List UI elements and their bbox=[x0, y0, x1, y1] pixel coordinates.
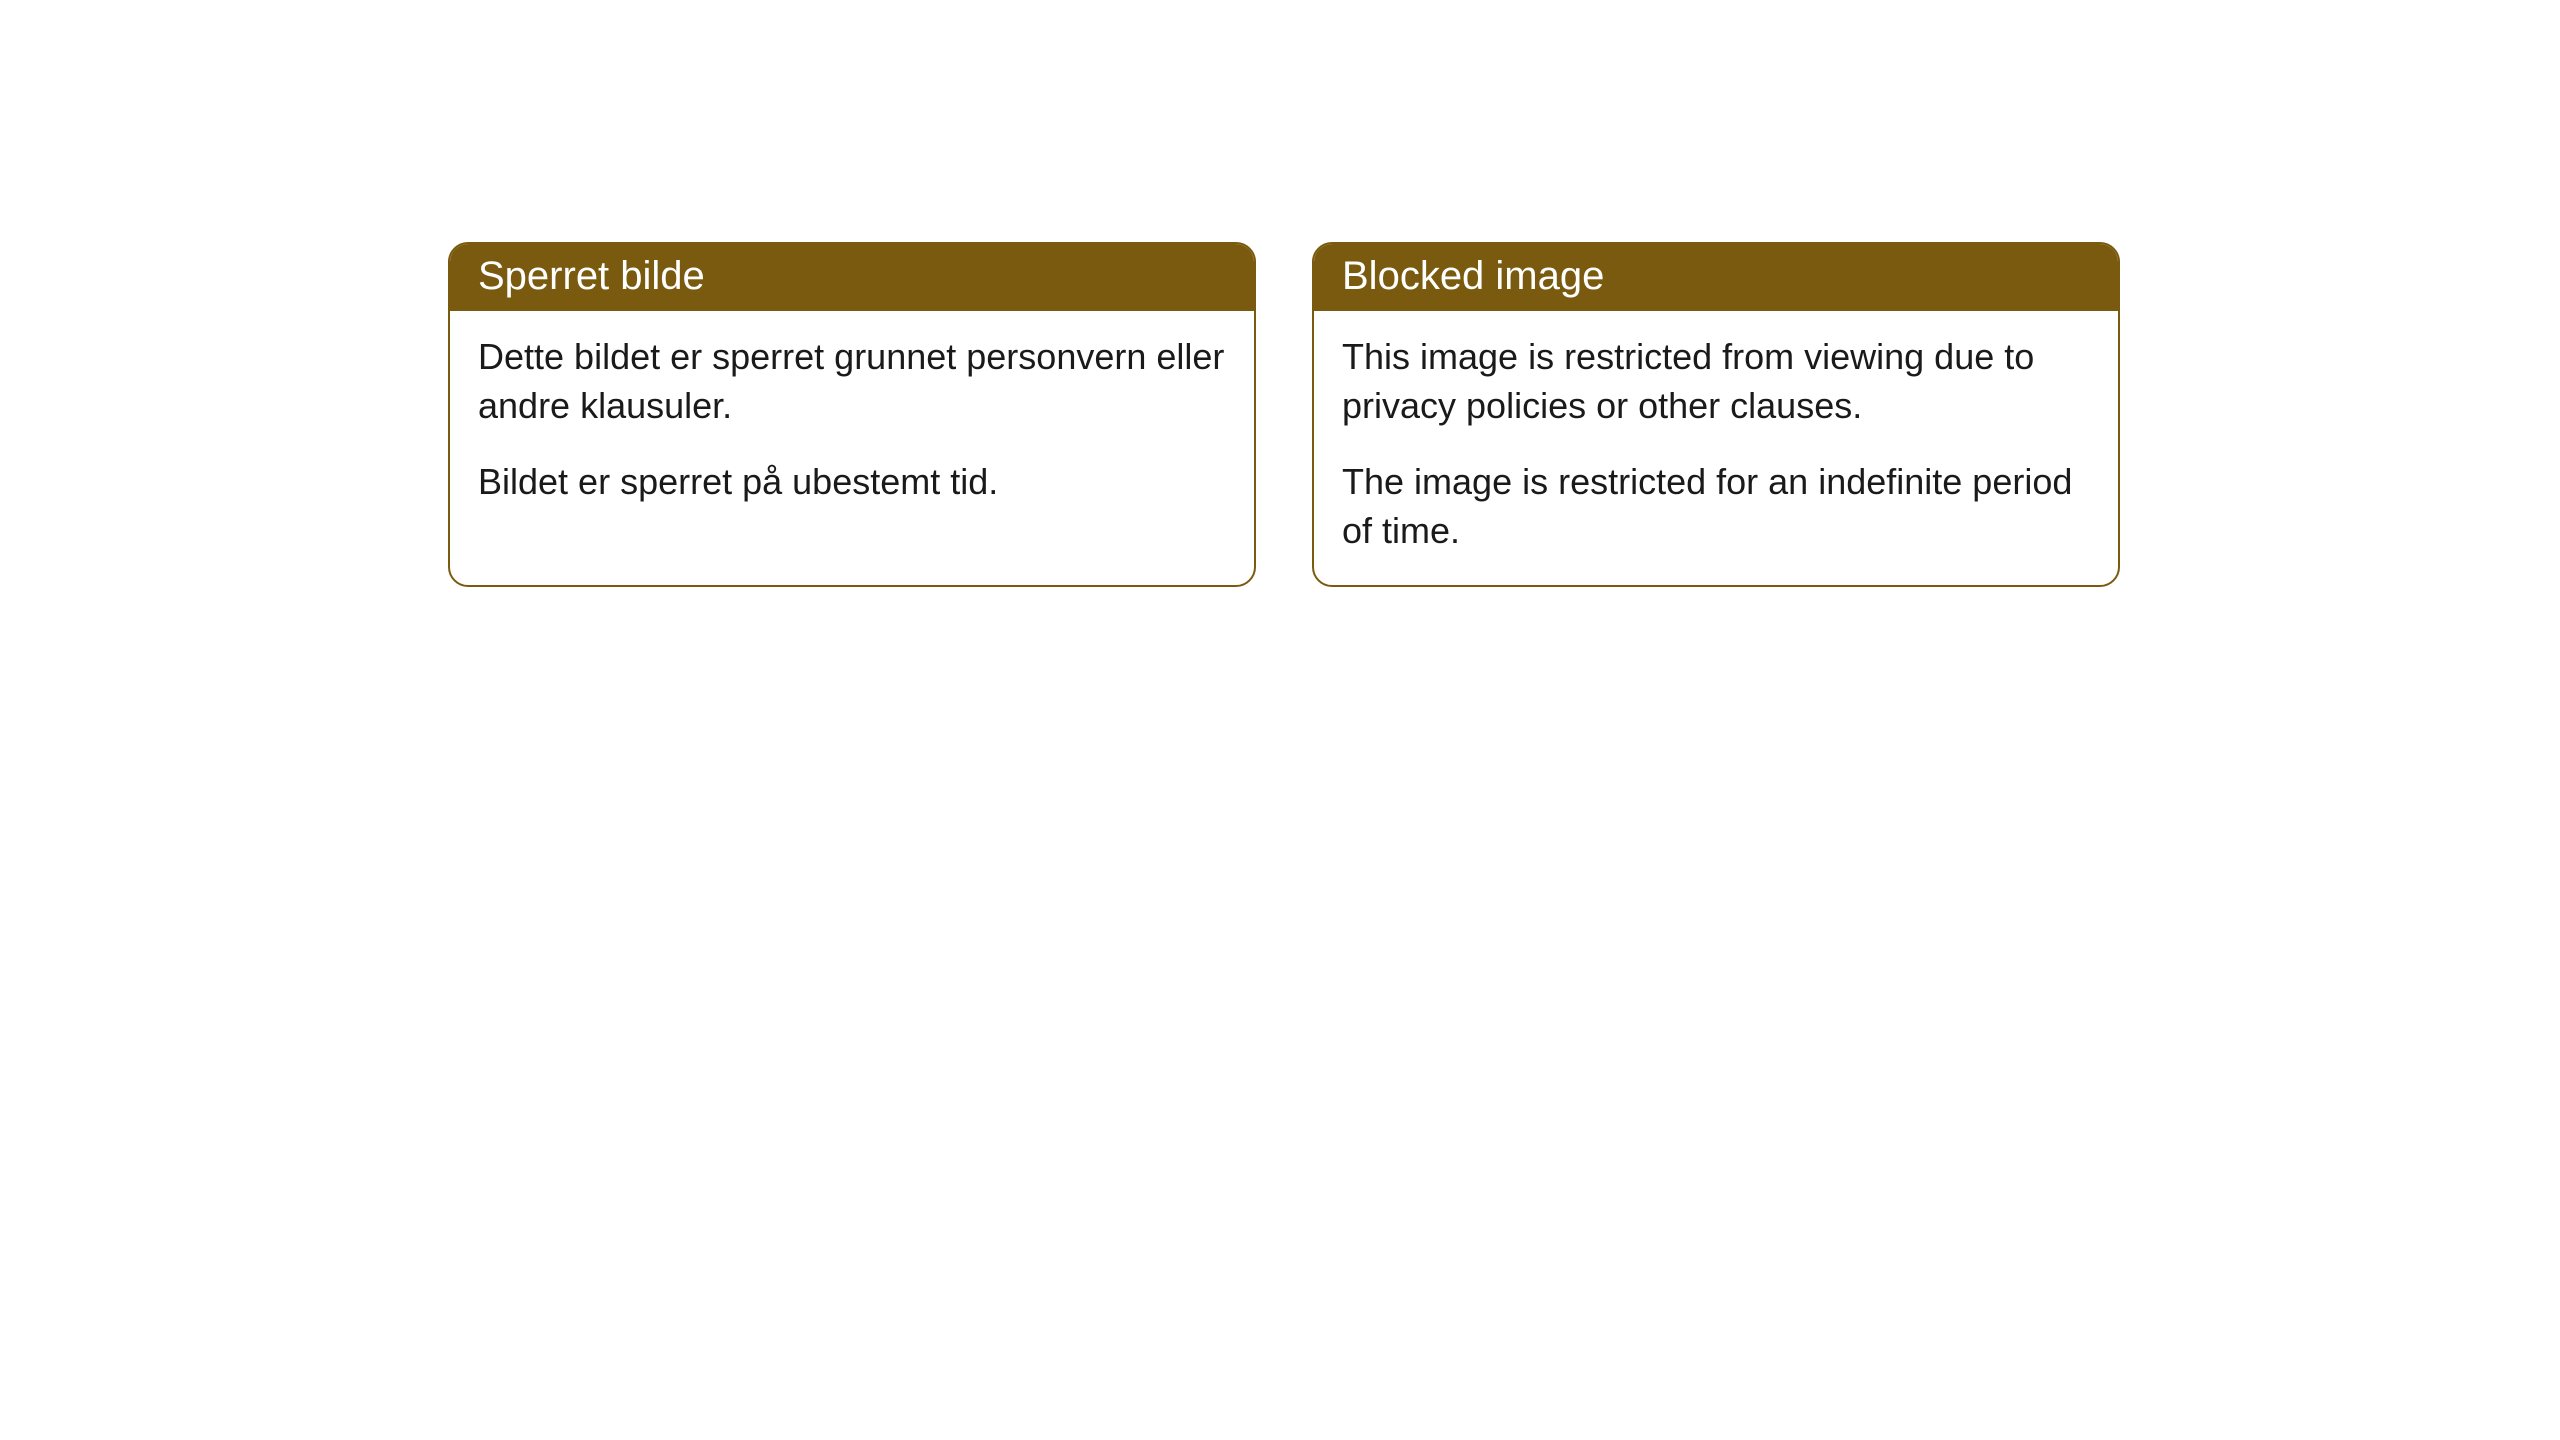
notice-card-english: Blocked image This image is restricted f… bbox=[1312, 242, 2120, 587]
card-text-line1: Dette bildet er sperret grunnet personve… bbox=[478, 333, 1226, 430]
notice-container: Sperret bilde Dette bildet er sperret gr… bbox=[0, 0, 2560, 587]
card-text-line1: This image is restricted from viewing du… bbox=[1342, 333, 2090, 430]
card-body: This image is restricted from viewing du… bbox=[1314, 311, 2118, 585]
card-body: Dette bildet er sperret grunnet personve… bbox=[450, 311, 1254, 537]
card-text-line2: Bildet er sperret på ubestemt tid. bbox=[478, 458, 1226, 507]
card-text-line2: The image is restricted for an indefinit… bbox=[1342, 458, 2090, 555]
card-header: Blocked image bbox=[1314, 244, 2118, 311]
notice-card-norwegian: Sperret bilde Dette bildet er sperret gr… bbox=[448, 242, 1256, 587]
card-header: Sperret bilde bbox=[450, 244, 1254, 311]
